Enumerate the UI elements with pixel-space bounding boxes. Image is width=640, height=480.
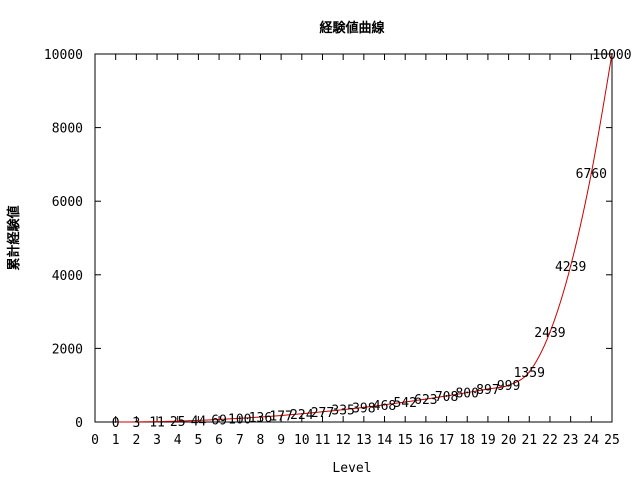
- data-label: 6760: [576, 167, 607, 182]
- x-tick-label: 5: [194, 433, 202, 448]
- y-tick-label: 2000: [52, 342, 83, 357]
- x-tick-label: 21: [521, 433, 537, 448]
- data-point: [114, 421, 117, 423]
- y-tick-label: 0: [75, 416, 83, 431]
- data-point: [611, 53, 613, 55]
- x-tick-label: 2: [132, 433, 140, 448]
- x-tick-label: 25: [604, 433, 620, 448]
- data-point: [487, 388, 489, 390]
- x-tick-label: 9: [277, 433, 285, 448]
- data-label: 999: [497, 379, 520, 394]
- plot-frame: [94, 53, 613, 423]
- x-tick-label: 19: [480, 433, 496, 448]
- data-point: [301, 412, 303, 415]
- data-label: 100: [228, 412, 251, 427]
- data-label: 800: [455, 387, 478, 402]
- x-tick-label: 16: [418, 433, 434, 448]
- x-tick-label: 12: [335, 433, 351, 448]
- x-tick-label: 3: [153, 433, 161, 448]
- data-label: 10000: [592, 48, 631, 63]
- data-label: 2439: [534, 326, 565, 341]
- x-tick-label: 22: [542, 433, 558, 448]
- data-point: [342, 408, 344, 411]
- y-tick-label: 6000: [52, 195, 83, 210]
- x-tick-label: 20: [501, 433, 517, 448]
- x-tick-label: 0: [91, 433, 99, 448]
- x-axis-label: Level: [332, 461, 371, 476]
- data-point: [425, 398, 427, 400]
- data-point: [321, 411, 324, 413]
- data-label: 398: [352, 401, 375, 416]
- x-axis-ticks: 0 1 2 3 4 5 6 7 8 9 10 11 12 13 14 15 16 17 18 19 20 21 22 23 24…: [91, 54, 620, 448]
- data-point: [445, 395, 448, 397]
- data-point: [135, 421, 138, 423]
- data-label: 11: [149, 416, 165, 431]
- data-label: 136: [249, 411, 272, 426]
- y-axis-label: 累計経験値: [6, 205, 22, 270]
- data-label: 25: [170, 415, 186, 430]
- data-point: [569, 265, 572, 267]
- data-label: 708: [435, 390, 458, 405]
- data-point: [280, 414, 282, 417]
- y-tick-label: 8000: [52, 122, 83, 137]
- data-label: 3: [132, 416, 140, 431]
- data-point: [466, 391, 469, 394]
- data-point: [197, 419, 200, 422]
- data-label: 4239: [555, 260, 586, 275]
- x-tick-label: 8: [257, 433, 265, 448]
- data-label: 623: [414, 393, 437, 408]
- y-tick-label: 10000: [44, 48, 83, 63]
- chart-title: 経験値曲線: [319, 20, 385, 36]
- x-tick-label: 7: [236, 433, 244, 448]
- data-label: 897: [476, 383, 499, 398]
- data-label: 335: [331, 404, 354, 419]
- data-point: [590, 172, 593, 175]
- data-label: 69: [211, 413, 227, 428]
- data-point: [238, 417, 241, 420]
- data-label: 0: [112, 416, 120, 431]
- x-tick-label: 1: [112, 433, 120, 448]
- data-labels: 0 3 11 25 44 69 100136177224277335398468542623…: [112, 48, 632, 431]
- x-tick-label: 13: [356, 433, 372, 448]
- data-label: 468: [373, 399, 396, 414]
- x-tick-label: 23: [563, 433, 579, 448]
- data-label: 542: [393, 396, 416, 411]
- data-point: [528, 371, 531, 373]
- y-tick-label: 4000: [52, 269, 83, 284]
- x-tick-label: 14: [377, 433, 393, 448]
- data-point: [549, 331, 551, 334]
- x-tick-label: 24: [583, 433, 599, 448]
- data-point: [156, 420, 158, 423]
- data-point: [383, 403, 386, 406]
- data-point: [363, 406, 365, 409]
- series-layer: [114, 53, 613, 423]
- data-label: 44: [191, 414, 207, 429]
- x-tick-label: 17: [439, 433, 455, 448]
- data-label: 1359: [514, 366, 545, 381]
- x-tick-label: 10: [294, 433, 310, 448]
- data-label: 224: [290, 408, 314, 423]
- x-tick-label: 15: [397, 433, 413, 448]
- x-tick-label: 6: [215, 433, 223, 448]
- data-point: [218, 418, 220, 421]
- x-tick-label: 4: [174, 433, 182, 448]
- data-label: 277: [311, 406, 334, 421]
- data-point: [259, 416, 262, 418]
- x-tick-label: 18: [459, 433, 475, 448]
- data-point: [507, 384, 510, 387]
- data-point: [404, 401, 407, 403]
- data-label: 177: [269, 409, 292, 424]
- x-tick-label: 11: [315, 433, 331, 448]
- data-point: [176, 420, 179, 422]
